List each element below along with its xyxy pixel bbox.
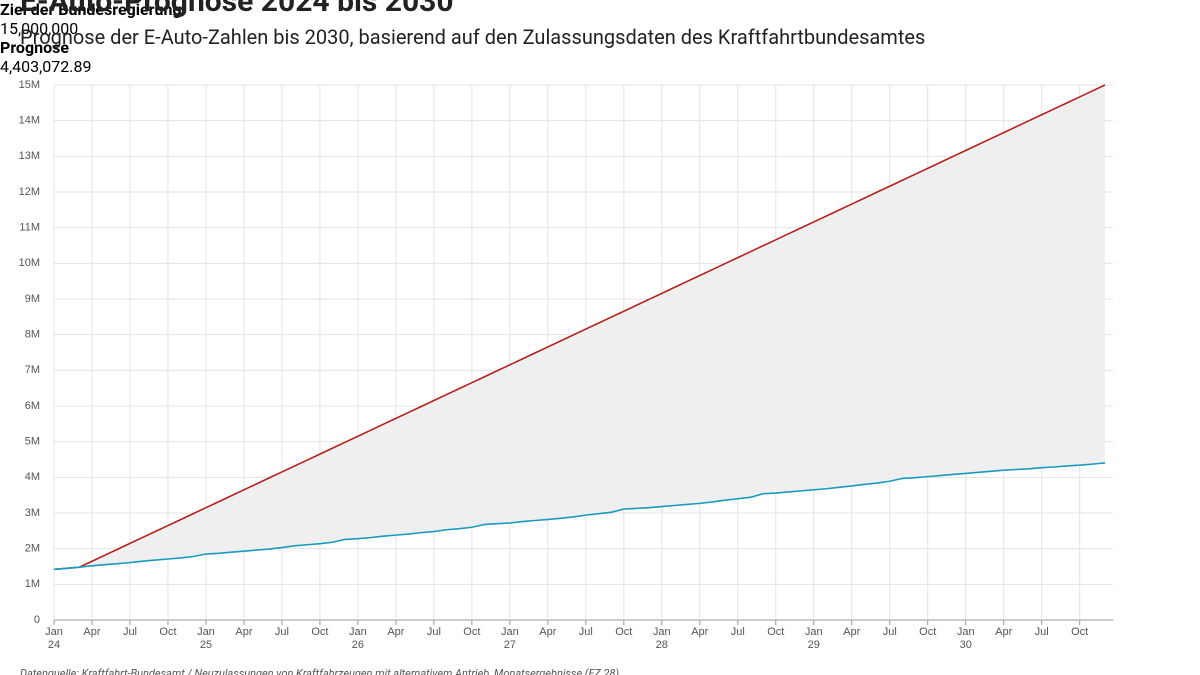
x-tick-label: Oct [615, 626, 632, 638]
x-tick-label: Jan [197, 626, 215, 638]
series-line [53, 84, 1106, 571]
x-tick-label: Oct [463, 626, 480, 638]
x-tick-label: Oct [311, 626, 328, 638]
y-tick-label: 12M [19, 186, 40, 198]
x-tick-label: Jan [805, 626, 823, 638]
x-tick-label: Jan [957, 626, 975, 638]
series-line [53, 462, 1106, 571]
x-tick-label: Jan [653, 626, 671, 638]
x-tick-label: Jul [731, 626, 745, 638]
x-year-label: 27 [504, 639, 516, 651]
x-tick-label: Apr [235, 626, 252, 638]
source-note: Datenquelle: Kraftfahrt-Bundesamt / Neuz… [20, 667, 620, 675]
x-tick-label: Jul [1035, 626, 1049, 638]
value-label: 4,403,072.89 [0, 57, 92, 76]
y-tick-label: 0 [34, 614, 40, 626]
value-label: 15,000,000 [0, 19, 79, 38]
x-tick-label: Jul [275, 626, 289, 638]
y-tick-label: 15M [19, 79, 40, 91]
x-tick-label: Apr [843, 626, 860, 638]
y-tick-label: 3M [25, 507, 40, 519]
x-tick-label: Jan [45, 626, 63, 638]
y-tick-label: 8M [25, 329, 40, 341]
y-tick-label: 5M [25, 436, 40, 448]
x-tick-label: Oct [1071, 626, 1088, 638]
chart-subtitle: Prognose der E-Auto-Zahlen bis 2030, bas… [20, 25, 926, 49]
x-tick-label: Apr [387, 626, 404, 638]
x-tick-label: Jan [349, 626, 367, 638]
x-tick-label: Jul [579, 626, 593, 638]
x-tick-label: Apr [995, 626, 1012, 638]
x-year-label: 28 [656, 639, 668, 651]
y-tick-label: 2M [25, 543, 40, 555]
end-label: Ziel der Bundesregierung 15,000,000 [0, 0, 1200, 38]
x-tick-label: Jul [123, 626, 137, 638]
x-year-label: 24 [48, 639, 60, 651]
x-year-label: 29 [808, 639, 820, 651]
x-tick-label: Jul [883, 626, 897, 638]
x-tick-label: Apr [83, 626, 100, 638]
y-tick-label: 6M [25, 400, 40, 412]
y-tick-label: 13M [19, 150, 40, 162]
x-tick-label: Apr [691, 626, 708, 638]
y-tick-label: 11M [19, 222, 40, 234]
end-label: Prognose 4,403,072.89 [0, 38, 1200, 76]
y-tick-label: 10M [19, 257, 40, 269]
y-tick-label: 14M [19, 115, 40, 127]
y-tick-label: 4M [25, 471, 40, 483]
chart-title: E-Auto-Prognose 2024 bis 2030 [20, 0, 454, 19]
series-name: Ziel der Bundesregierung [0, 0, 182, 19]
x-year-label: 25 [200, 639, 212, 651]
x-tick-label: Oct [919, 626, 936, 638]
x-tick-label: Oct [159, 626, 176, 638]
gap-area [54, 85, 1105, 570]
series-name: Prognose [0, 38, 69, 57]
x-year-label: 26 [352, 639, 364, 651]
y-tick-label: 1M [25, 578, 40, 590]
x-tick-label: Oct [767, 626, 784, 638]
x-tick-label: Jul [427, 626, 441, 638]
x-tick-label: Apr [539, 626, 556, 638]
y-tick-label: 7M [25, 364, 40, 376]
x-tick-label: Jan [501, 626, 519, 638]
y-tick-label: 9M [25, 293, 40, 305]
x-year-label: 30 [960, 639, 972, 651]
